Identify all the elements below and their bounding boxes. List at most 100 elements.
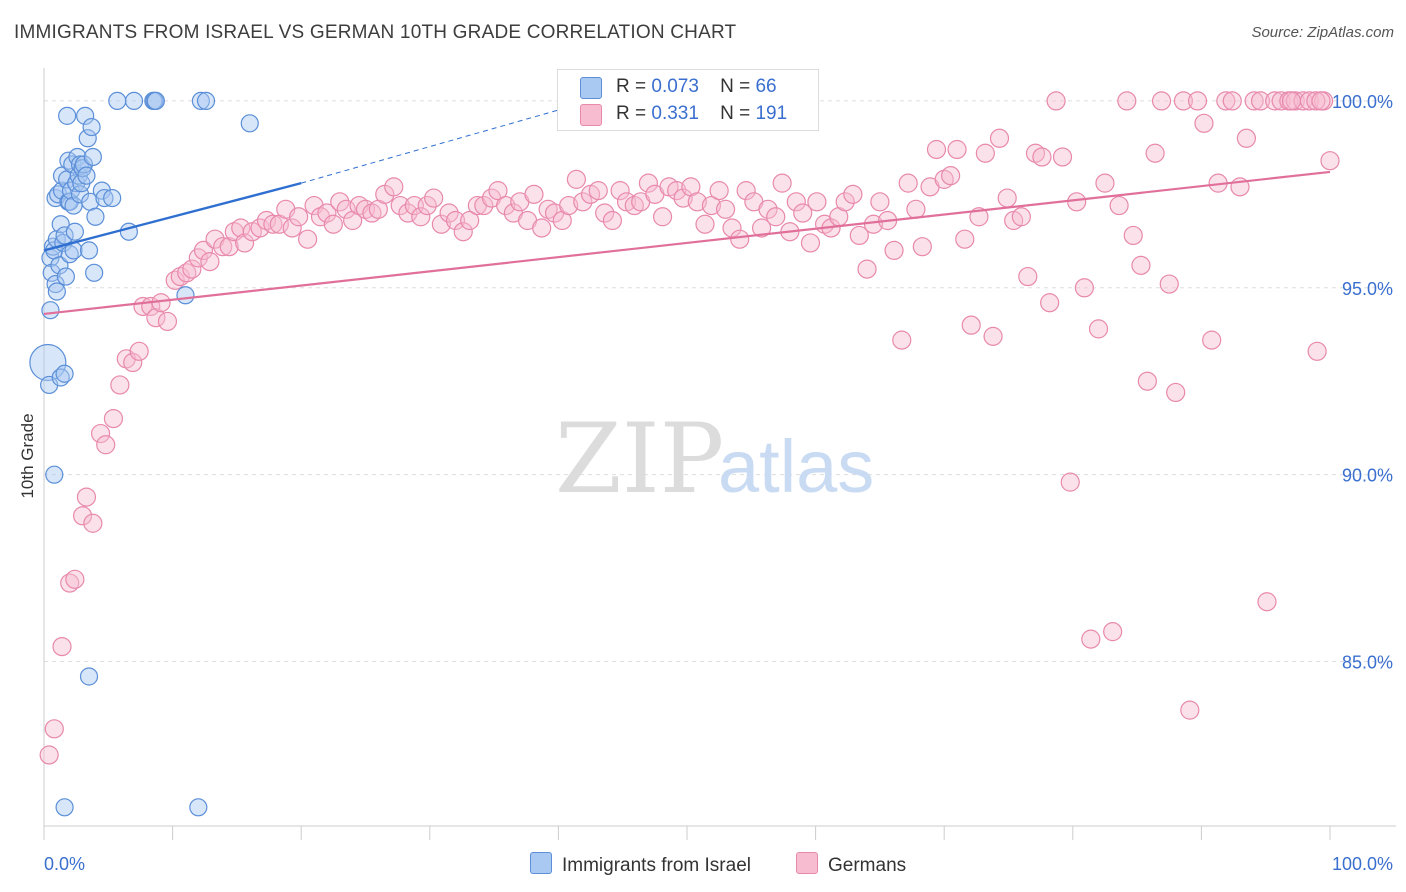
germans-point — [758, 199, 778, 219]
germans-point — [1046, 91, 1066, 111]
germans-point — [330, 192, 350, 212]
x-tick-label: 0.0% — [44, 854, 85, 874]
germans-point — [411, 207, 431, 227]
israel-point — [86, 207, 105, 226]
germans-point — [439, 203, 459, 223]
israel-point — [47, 282, 66, 301]
legend-r-value: 0.073 — [651, 76, 699, 97]
germans-point — [317, 203, 337, 223]
germans-point — [701, 195, 722, 216]
germans-point — [182, 259, 202, 279]
germans-point — [610, 181, 630, 201]
israel-point — [77, 166, 96, 185]
germans-point — [1194, 113, 1214, 133]
germans-point — [193, 240, 214, 261]
germans-point — [961, 315, 981, 335]
germans-point — [800, 233, 821, 253]
germans-point — [892, 330, 912, 350]
germans-point — [460, 210, 480, 231]
germans-point — [1145, 143, 1165, 163]
germans-point — [323, 214, 343, 234]
israel-point — [58, 106, 77, 125]
legend-r-label: R = — [616, 76, 647, 97]
germans-point — [588, 181, 608, 201]
germans-point — [912, 237, 932, 257]
germans-point — [1222, 91, 1242, 111]
israel-point — [85, 263, 104, 282]
israel-point — [42, 263, 61, 282]
y-tick-label: 90.0% — [1342, 466, 1393, 486]
germans-point — [786, 192, 806, 212]
germans-point — [1216, 91, 1236, 111]
germans-point — [1257, 592, 1277, 612]
germans-point — [1202, 330, 1222, 350]
israel-trend-extension — [301, 100, 591, 184]
legend-r-label: R = — [616, 103, 647, 124]
germans-point — [532, 218, 552, 238]
germans-point — [165, 270, 185, 290]
germans-point — [235, 233, 255, 253]
israel-point — [92, 181, 111, 200]
germans-point — [857, 259, 877, 279]
germans-point — [638, 173, 659, 193]
legend-text-israel: R = 0.073 N = 66 — [616, 76, 777, 98]
germans-point — [44, 719, 64, 739]
germans-point — [90, 423, 111, 444]
germans-point — [1123, 225, 1143, 246]
germans-point — [709, 181, 729, 201]
israel-point — [76, 106, 95, 125]
germans-point — [282, 218, 302, 238]
germans-point — [1032, 147, 1052, 167]
germans-point — [1166, 382, 1186, 403]
germans-point — [488, 181, 508, 201]
germans-point — [736, 181, 756, 201]
germans-point — [573, 192, 593, 212]
germans-point — [298, 229, 318, 249]
israel-point — [124, 91, 144, 111]
germans-point — [807, 192, 827, 212]
germans-point — [1244, 91, 1264, 111]
y-tick-label: 100.0% — [1332, 92, 1393, 112]
germans-point — [906, 199, 926, 219]
germans-point — [1159, 274, 1179, 294]
germans-point — [157, 311, 178, 332]
germans-point — [766, 207, 786, 227]
germans-point — [96, 435, 116, 455]
legend-swatch-germans — [580, 104, 602, 126]
germans-point — [947, 139, 967, 160]
germans-point — [1187, 91, 1208, 111]
germans-point — [835, 192, 855, 212]
germans-point — [453, 222, 473, 242]
germans-point — [524, 184, 544, 204]
legend-swatch-israel — [580, 77, 602, 99]
germans-point — [1117, 91, 1137, 111]
germans-point — [975, 143, 995, 163]
germans-point — [39, 745, 59, 765]
germans-point — [496, 195, 516, 216]
israel-point — [196, 91, 216, 111]
watermark-zip: ZIP — [555, 403, 724, 515]
germans-point — [263, 214, 283, 234]
germans-point — [231, 218, 251, 238]
israel-point — [82, 117, 101, 137]
israel-series — [29, 91, 259, 817]
israel-point — [108, 91, 127, 111]
germans-point — [1067, 192, 1087, 212]
germans-point — [926, 139, 947, 160]
germans-point — [1250, 91, 1271, 111]
israel-point — [103, 188, 122, 208]
y-tick-label: 95.0% — [1342, 279, 1393, 299]
israel-point — [79, 241, 99, 260]
germans-point — [1040, 293, 1060, 313]
germans-point — [289, 207, 309, 227]
germans-point — [1151, 91, 1172, 111]
germans-point — [398, 203, 418, 223]
germans-trend-line — [43, 170, 1331, 316]
legend-r-value: 0.331 — [651, 103, 699, 124]
israel-point — [51, 215, 70, 234]
watermark-atlas: atlas — [718, 425, 874, 508]
germans-point — [417, 195, 437, 216]
germans-point — [849, 225, 869, 246]
germans-point — [1011, 207, 1031, 227]
